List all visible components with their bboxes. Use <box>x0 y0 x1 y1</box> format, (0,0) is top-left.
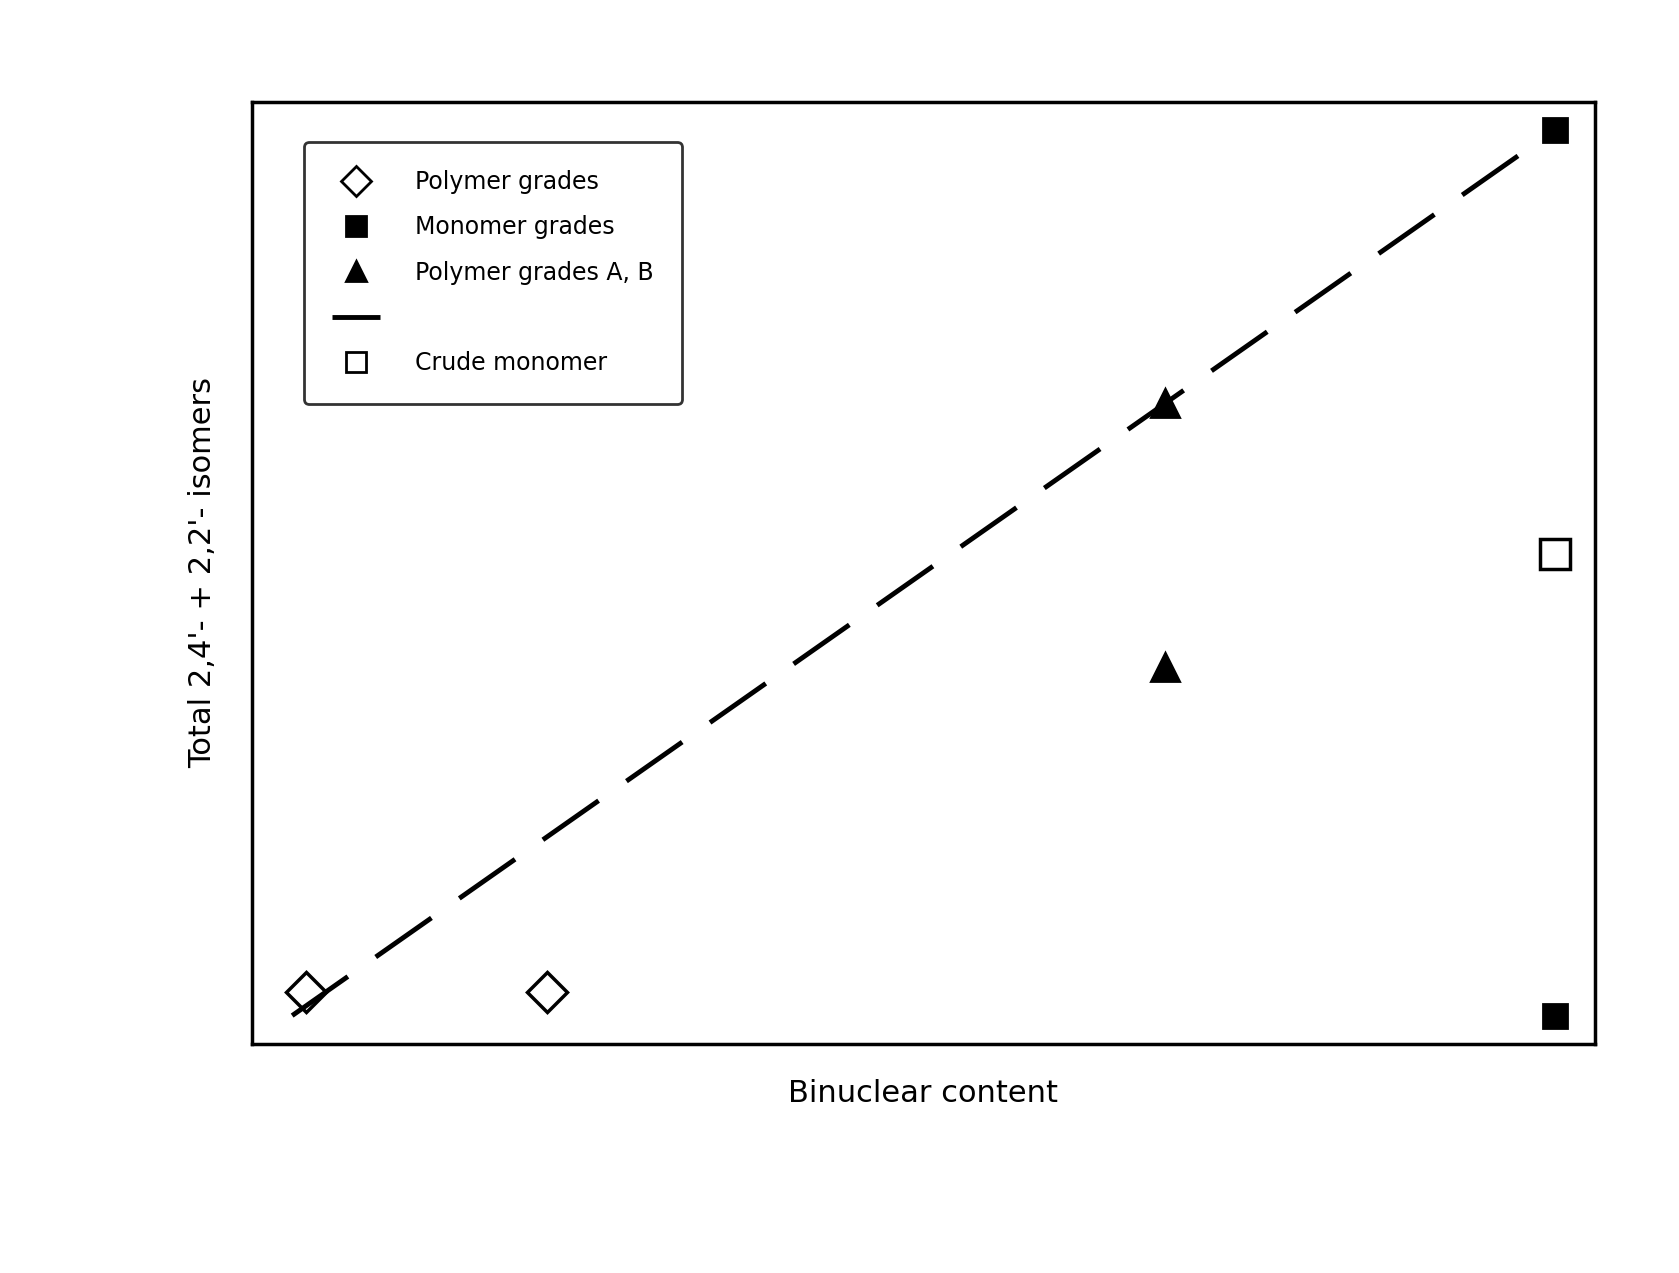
Legend: Polymer grades, Monomer grades, Polymer grades A, B, , Crude monomer: Polymer grades, Monomer grades, Polymer … <box>304 141 682 404</box>
X-axis label: Binuclear content: Binuclear content <box>789 1078 1058 1108</box>
Y-axis label: Total 2,4'- + 2,2'- isomers: Total 2,4'- + 2,2'- isomers <box>188 377 217 769</box>
